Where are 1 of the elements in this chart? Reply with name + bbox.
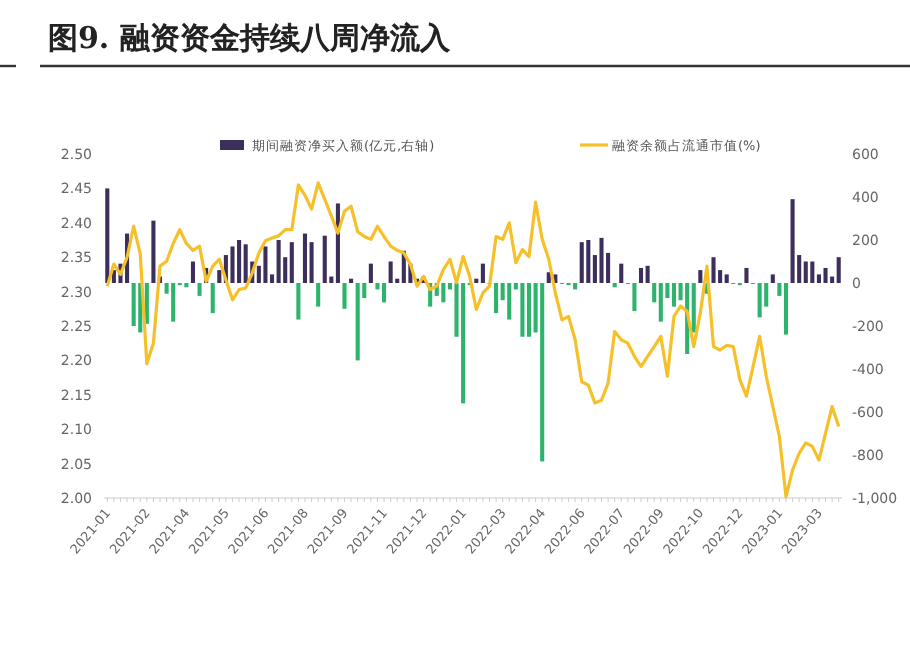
chart-title: 图9. 融资资金持续八周净流入 [48, 20, 452, 56]
